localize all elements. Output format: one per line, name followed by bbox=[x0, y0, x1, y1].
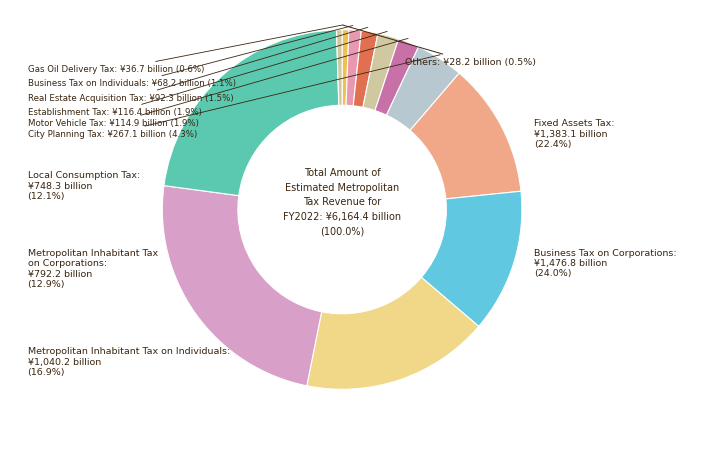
Wedge shape bbox=[363, 33, 398, 111]
Text: City Planning Tax: ¥267.1 billion (4.3%): City Planning Tax: ¥267.1 billion (4.3%) bbox=[27, 55, 440, 138]
Wedge shape bbox=[410, 73, 521, 199]
Text: Establishment Tax: ¥116.4 billion (1.9%): Establishment Tax: ¥116.4 billion (1.9%) bbox=[27, 31, 387, 117]
Wedge shape bbox=[307, 277, 479, 389]
Text: Motor Vehicle Tax: ¥114.9 billion (1.9%): Motor Vehicle Tax: ¥114.9 billion (1.9%) bbox=[27, 38, 408, 128]
Text: Metropolitan Inhabitant Tax
on Corporations:
¥792.2 billion
(12.9%): Metropolitan Inhabitant Tax on Corporati… bbox=[27, 249, 158, 289]
Text: Local Consumption Tax:
¥748.3 billion
(12.1%): Local Consumption Tax: ¥748.3 billion (1… bbox=[27, 171, 140, 201]
Text: Total Amount of
Estimated Metropolitan
Tax Revenue for
FY2022: ¥6,164.4 billion
: Total Amount of Estimated Metropolitan T… bbox=[283, 168, 401, 237]
Wedge shape bbox=[386, 47, 459, 131]
Text: Gas Oil Delivery Tax: ¥36.7 billion (0.6%): Gas Oil Delivery Tax: ¥36.7 billion (0.6… bbox=[27, 25, 343, 74]
Text: Real Estate Acquisition Tax: ¥92.3 billion (1.5%): Real Estate Acquisition Tax: ¥92.3 billi… bbox=[27, 27, 368, 102]
Text: Fixed Assets Tax:
¥1,383.1 billion
(22.4%): Fixed Assets Tax: ¥1,383.1 billion (22.4… bbox=[534, 119, 615, 149]
Text: Business Tax on Corporations:
¥1,476.8 billion
(24.0%): Business Tax on Corporations: ¥1,476.8 b… bbox=[534, 248, 677, 278]
Text: Others: ¥28.2 billion (0.5%): Others: ¥28.2 billion (0.5%) bbox=[343, 25, 536, 66]
Wedge shape bbox=[337, 30, 342, 105]
Wedge shape bbox=[375, 39, 419, 115]
Wedge shape bbox=[342, 30, 349, 105]
Text: Business Tax on Individuals: ¥68.2 billion (1.1%): Business Tax on Individuals: ¥68.2 billi… bbox=[27, 25, 353, 88]
Wedge shape bbox=[346, 30, 361, 106]
Text: Metropolitan Inhabitant Tax on Individuals:
¥1,040.2 billion
(16.9%): Metropolitan Inhabitant Tax on Individua… bbox=[27, 348, 230, 377]
Wedge shape bbox=[353, 31, 378, 107]
Wedge shape bbox=[164, 30, 339, 196]
Wedge shape bbox=[163, 186, 322, 386]
Wedge shape bbox=[421, 191, 522, 326]
